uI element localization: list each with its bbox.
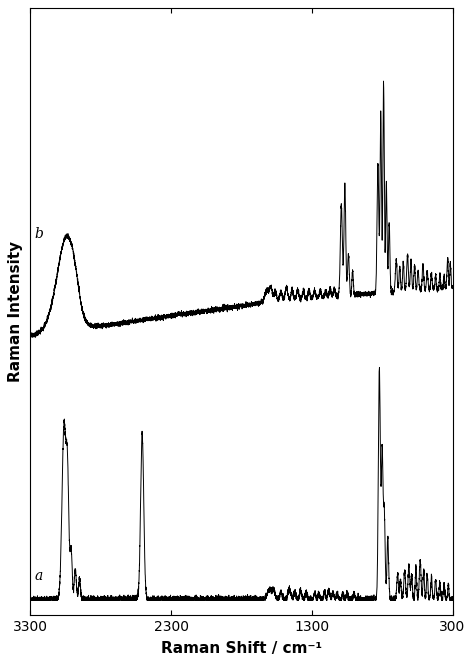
Text: a: a (35, 569, 43, 583)
X-axis label: Raman Shift / cm⁻¹: Raman Shift / cm⁻¹ (161, 641, 322, 655)
Y-axis label: Raman Intensity: Raman Intensity (9, 241, 23, 382)
Text: b: b (35, 227, 44, 241)
